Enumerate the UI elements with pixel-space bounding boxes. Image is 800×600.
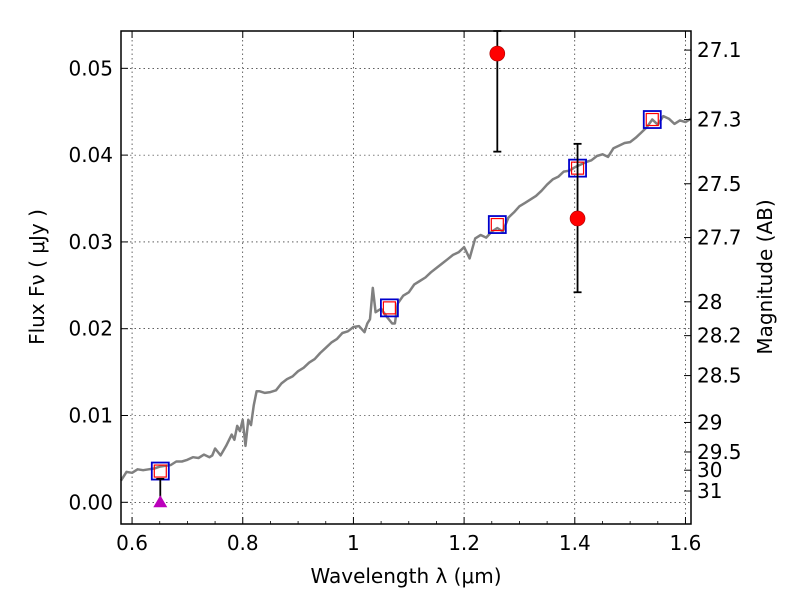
plot-frame — [120, 30, 692, 525]
y2-tick-label: 30 — [697, 458, 722, 482]
x-tick-label: 1.6 — [670, 531, 702, 555]
y-tick-label: 0.01 — [68, 404, 113, 428]
model-photometry-square — [487, 215, 507, 234]
y2-tick-label: 28 — [697, 290, 722, 314]
y-tick-label: 0.00 — [68, 490, 113, 514]
x-tick-label: 1.4 — [559, 531, 591, 555]
upper-limit-triangle — [153, 495, 168, 508]
y2-tick-label: 29 — [697, 410, 722, 434]
grid-lines — [121, 31, 691, 524]
y2-tick-label: 27.3 — [697, 108, 742, 132]
model-photometry-inner-square — [382, 301, 396, 315]
y2-tick-label: 28.5 — [697, 364, 742, 388]
model-photometry-inner-square — [490, 217, 504, 232]
detection-point — [569, 210, 586, 227]
x-tick-label: 0.8 — [227, 531, 259, 555]
model-photometry-inner-square — [153, 464, 167, 478]
y2-axis-label: Magnitude (AB) — [753, 199, 777, 354]
y-tick-label: 0.03 — [68, 230, 113, 254]
y2-tick-label: 27.1 — [697, 38, 742, 62]
axis-ticks — [121, 31, 691, 524]
x-tick-label: 1 — [347, 531, 360, 555]
x-tick-label: 0.6 — [116, 531, 148, 555]
model-photometry-inner-square — [645, 112, 659, 127]
model-sed-line — [119, 114, 692, 482]
x-axis-label: Wavelength λ (μm) — [310, 564, 501, 588]
y-tick-label: 0.05 — [68, 56, 113, 80]
detection-point — [489, 45, 506, 62]
y2-tick-label: 28.2 — [697, 324, 742, 348]
model-sed-curve — [119, 114, 692, 482]
y-tick-label: 0.02 — [68, 317, 113, 341]
model-photometry-square — [379, 298, 399, 318]
model-photometry-square — [642, 110, 662, 129]
y2-tick-label: 31 — [697, 479, 722, 503]
y2-tick-label: 27.7 — [697, 226, 742, 250]
y2-tick-label: 29.5 — [697, 440, 742, 464]
x-tick-label: 1.2 — [448, 531, 480, 555]
data-markers — [150, 30, 662, 508]
y-tick-label: 0.04 — [68, 143, 113, 167]
tick-labels: 0.6 0.8 1 1.2 1.4 1.6 0.00 0.01 0.02 0.03 0.04 0.05… — [68, 38, 741, 555]
y-axis-label: Flux Fν ( μJy ) — [25, 209, 49, 345]
y2-tick-label: 27.5 — [697, 172, 742, 196]
